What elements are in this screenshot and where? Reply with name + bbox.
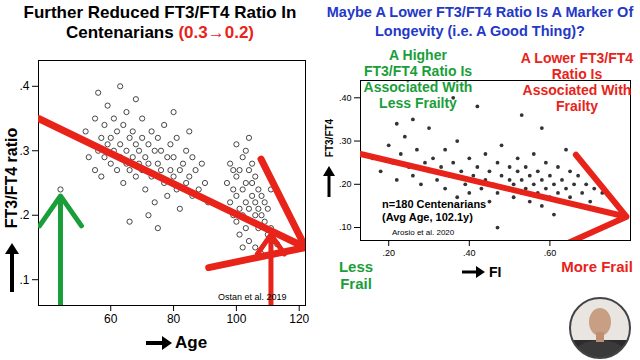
html-text:Less Frail: Less Frail bbox=[338, 258, 374, 292]
svg-text:80: 80 bbox=[167, 312, 181, 326]
svg-text:.3: .3 bbox=[19, 144, 29, 158]
html-text:n=180 Centenarians (Avg Age, 1: n=180 Centenarians (Avg Age, 102.1y) bbox=[382, 198, 487, 223]
svg-text:.40: .40 bbox=[339, 93, 352, 103]
svg-text:.20: .20 bbox=[382, 248, 395, 258]
html-text:FT3/FT4 ratio: FT3/FT4 ratio bbox=[3, 127, 20, 229]
svg-text:.4: .4 bbox=[19, 79, 29, 93]
html-text:A Lower FT3/FT4 Ratio Is Assoc: A Lower FT3/FT4 Ratio Is Associated With… bbox=[520, 50, 634, 114]
html-text:More Frail: More Frail bbox=[561, 258, 633, 275]
svg-text:100: 100 bbox=[226, 312, 246, 326]
svg-text:60: 60 bbox=[104, 312, 118, 326]
svg-text:120: 120 bbox=[289, 312, 309, 326]
svg-text:.60: .60 bbox=[544, 248, 557, 258]
svg-text:.20: .20 bbox=[339, 179, 352, 189]
html-text:Ostan et al. 2019: Ostan et al. 2019 bbox=[218, 292, 287, 302]
html-text:Arosio et al. 2020: Arosio et al. 2020 bbox=[392, 228, 455, 237]
html-text:FI: FI bbox=[489, 264, 502, 280]
svg-text:.40: .40 bbox=[463, 248, 476, 258]
html-text:Further Reduced FT3/FT4 Ratio: Further Reduced FT3/FT4 Ratio In Centena… bbox=[23, 3, 297, 42]
svg-text:.1: .1 bbox=[19, 273, 29, 287]
html-text:A Higher FT3/FT4 Ratio Is Asso: A Higher FT3/FT4 Ratio Is Associated Wit… bbox=[363, 47, 473, 111]
svg-text:.10: .10 bbox=[339, 222, 352, 232]
html-text:FT3/FT4: FT3/FT4 bbox=[323, 118, 335, 158]
svg-text:.2: .2 bbox=[19, 208, 29, 222]
html-text:Age: Age bbox=[175, 333, 208, 352]
html-text:Maybe A Lower FT3/FT4 Ratio Is: Maybe A Lower FT3/FT4 Ratio Is A Marker … bbox=[326, 4, 634, 39]
svg-text:.30: .30 bbox=[339, 136, 352, 146]
